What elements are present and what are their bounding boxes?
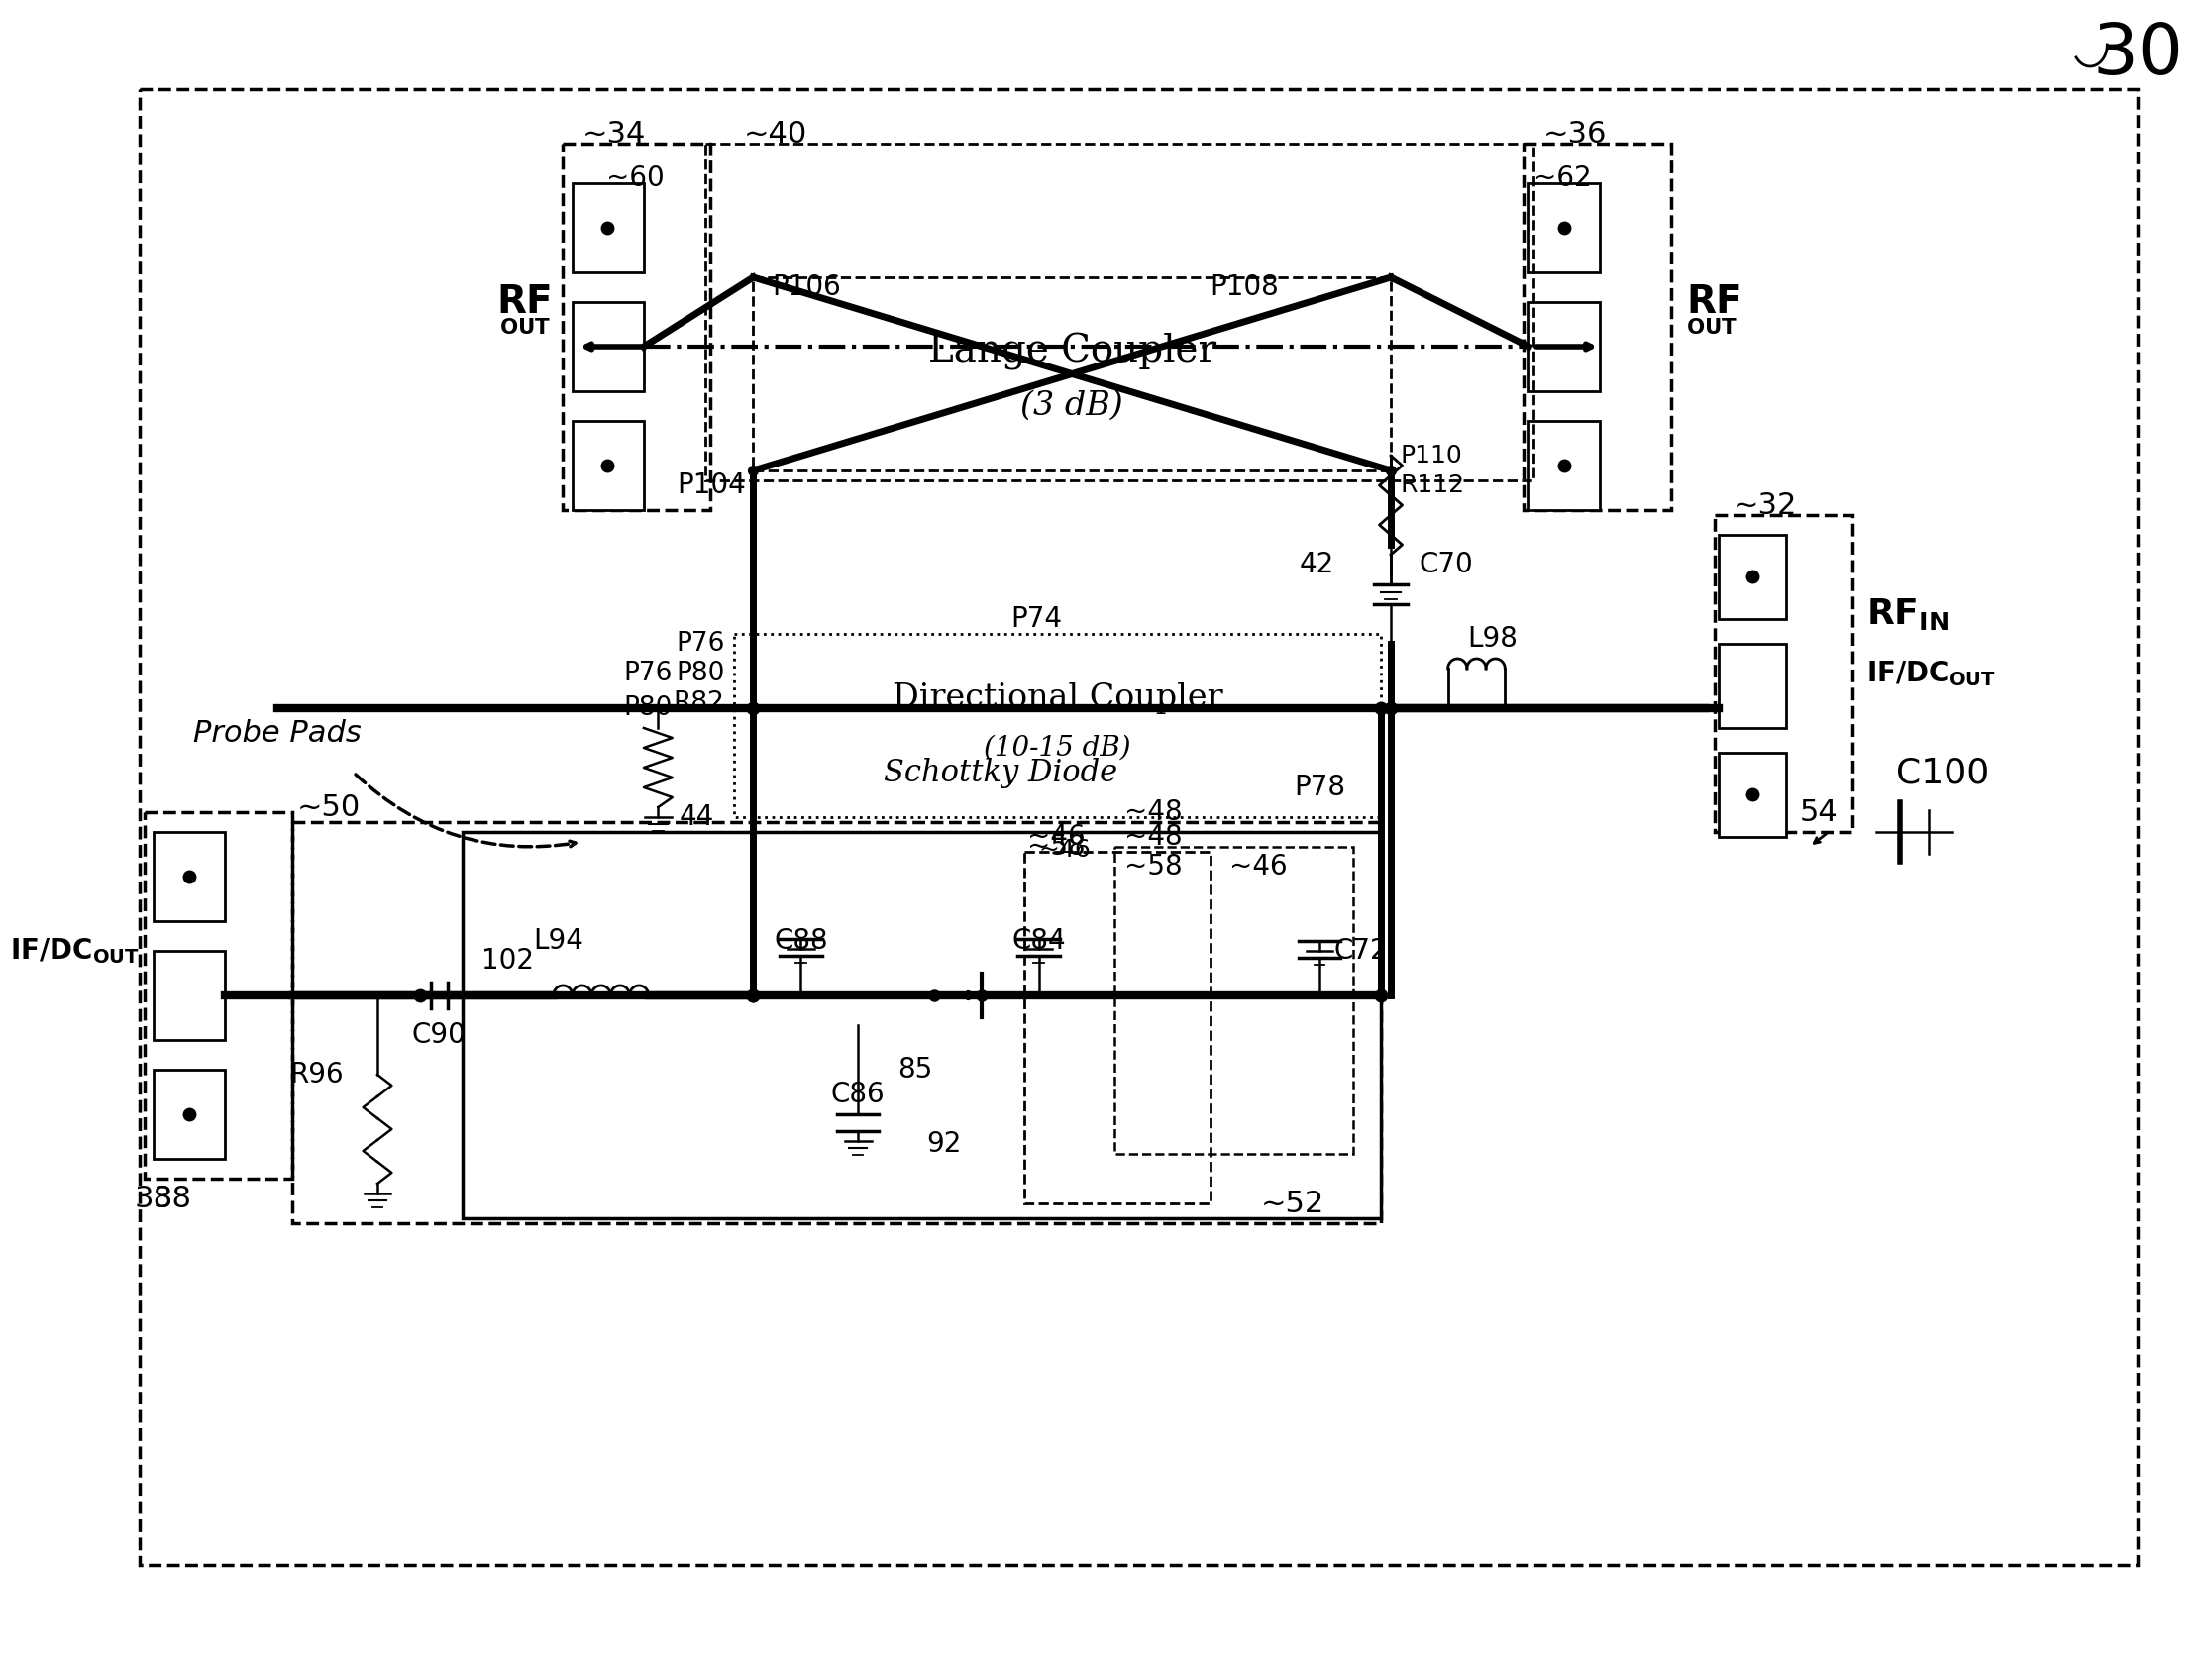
Bar xyxy=(564,144,710,510)
Text: ~34: ~34 xyxy=(582,120,646,148)
Text: 85: 85 xyxy=(898,1056,933,1084)
Bar xyxy=(1719,752,1785,837)
Text: C84: C84 xyxy=(1011,926,1066,954)
Bar xyxy=(573,422,644,510)
Bar xyxy=(1524,144,1672,510)
Bar xyxy=(1714,515,1851,832)
Text: R112: R112 xyxy=(1400,473,1464,498)
Text: P106: P106 xyxy=(772,274,841,300)
Text: ~46: ~46 xyxy=(1040,838,1091,862)
Text: Schottky Diode: Schottky Diode xyxy=(885,757,1117,788)
Bar xyxy=(155,832,226,921)
Bar xyxy=(292,822,1380,1223)
Text: R96: R96 xyxy=(290,1061,345,1089)
Text: ~48: ~48 xyxy=(1124,798,1183,827)
Bar xyxy=(734,634,1380,817)
Text: L98: L98 xyxy=(1467,624,1517,652)
Bar xyxy=(1528,422,1599,510)
Text: (10-15 dB): (10-15 dB) xyxy=(984,734,1130,762)
Text: 92: 92 xyxy=(927,1130,960,1157)
Text: $\mathbf{_{OUT}}$: $\mathbf{_{OUT}}$ xyxy=(1686,305,1739,337)
Text: $\mathbf{_{OUT}}$: $\mathbf{_{OUT}}$ xyxy=(500,305,551,337)
Text: P108: P108 xyxy=(1210,274,1279,300)
Text: $\mathbf{IF/DC_{OUT}}$: $\mathbf{IF/DC_{OUT}}$ xyxy=(11,936,139,966)
Bar xyxy=(1528,302,1599,392)
Text: ~52: ~52 xyxy=(1261,1189,1325,1218)
Text: 30: 30 xyxy=(2093,20,2183,88)
Text: 42: 42 xyxy=(1298,551,1334,578)
Text: ~46: ~46 xyxy=(1230,853,1287,880)
Text: ~60: ~60 xyxy=(606,164,664,193)
Bar xyxy=(1528,183,1599,272)
Text: ~40: ~40 xyxy=(743,120,807,148)
Text: ~32: ~32 xyxy=(1734,491,1796,520)
Bar xyxy=(144,812,292,1179)
Text: C88: C88 xyxy=(774,926,827,954)
Bar xyxy=(1719,535,1785,619)
Text: ~46: ~46 xyxy=(1026,823,1086,852)
Text: C72: C72 xyxy=(1334,936,1387,964)
Text: ~48: ~48 xyxy=(1124,823,1183,852)
Text: ~62: ~62 xyxy=(1533,164,1593,193)
Text: ~36: ~36 xyxy=(1544,120,1606,148)
Text: P80: P80 xyxy=(677,661,726,686)
Text: P80: P80 xyxy=(624,696,672,720)
Text: 102: 102 xyxy=(482,946,535,974)
Text: P110: P110 xyxy=(1400,443,1462,468)
Bar xyxy=(155,951,226,1039)
Text: P74: P74 xyxy=(1011,606,1062,632)
Bar xyxy=(139,90,2137,1565)
Text: $\mathbf{RF}$: $\mathbf{RF}$ xyxy=(498,284,551,320)
Bar xyxy=(1024,852,1210,1204)
Bar xyxy=(462,832,1380,1218)
Bar xyxy=(706,144,1533,480)
Text: 44: 44 xyxy=(679,803,714,832)
Text: C70: C70 xyxy=(1420,551,1473,578)
Text: P78: P78 xyxy=(1294,774,1345,802)
Text: L94: L94 xyxy=(533,926,584,954)
Bar xyxy=(155,1069,226,1159)
Bar xyxy=(573,302,644,392)
Text: P104: P104 xyxy=(677,471,745,500)
Text: R82: R82 xyxy=(672,691,726,715)
Text: 38: 38 xyxy=(153,1184,192,1213)
Bar xyxy=(1719,644,1785,729)
Text: $\mathbf{RF}$: $\mathbf{RF}$ xyxy=(1686,284,1741,320)
Text: 54: 54 xyxy=(1801,798,1838,827)
Text: $\mathbf{RF_{IN}}$: $\mathbf{RF_{IN}}$ xyxy=(1867,596,1949,632)
Text: C100: C100 xyxy=(1896,755,1989,790)
Bar xyxy=(573,183,644,272)
Text: Lange Coupler: Lange Coupler xyxy=(927,332,1217,370)
Text: (3 dB): (3 dB) xyxy=(1020,390,1124,422)
Text: C86: C86 xyxy=(832,1081,885,1109)
Text: C90: C90 xyxy=(411,1021,467,1049)
Text: ~50: ~50 xyxy=(296,793,361,822)
Bar xyxy=(754,277,1391,470)
Text: P76: P76 xyxy=(624,661,672,686)
Text: Probe Pads: Probe Pads xyxy=(192,719,361,747)
Bar xyxy=(1115,847,1354,1154)
Text: $\mathbf{IF/DC_{OUT}}$: $\mathbf{IF/DC_{OUT}}$ xyxy=(1867,659,1995,689)
Text: 38: 38 xyxy=(135,1184,173,1213)
Text: P76: P76 xyxy=(677,631,726,657)
Text: Directional Coupler: Directional Coupler xyxy=(891,682,1223,714)
Text: ~58: ~58 xyxy=(1124,853,1183,880)
Text: ~58: ~58 xyxy=(1026,833,1086,860)
